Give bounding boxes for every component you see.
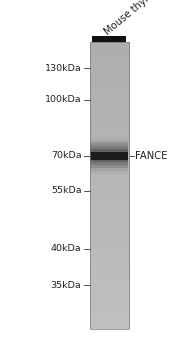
Bar	[92, 36, 126, 42]
Bar	[90, 138, 128, 174]
Text: 130kDa: 130kDa	[45, 64, 81, 73]
Text: 40kDa: 40kDa	[51, 244, 81, 253]
Bar	[90, 144, 128, 168]
Text: 55kDa: 55kDa	[51, 186, 81, 195]
Text: 100kDa: 100kDa	[45, 95, 81, 104]
Bar	[90, 149, 128, 162]
Bar	[90, 146, 128, 165]
Text: 35kDa: 35kDa	[51, 281, 81, 290]
Bar	[90, 42, 129, 329]
Text: 70kDa: 70kDa	[51, 151, 81, 160]
Text: FANCE: FANCE	[135, 151, 168, 161]
Bar	[90, 152, 128, 160]
Text: Mouse thymus: Mouse thymus	[103, 0, 165, 37]
Bar	[90, 141, 128, 171]
